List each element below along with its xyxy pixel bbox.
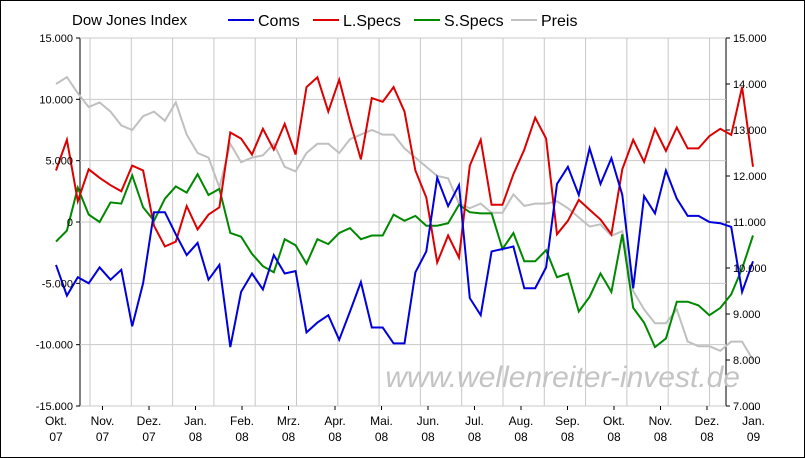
x-tick-label-month: Mai. [370, 414, 393, 428]
x-tick-label-month: Feb. [230, 414, 254, 428]
left-axis: 15.000 10.000 5.000 0 -5.000 -10.000 -15.000 [36, 33, 80, 413]
legend-label: Preis [541, 13, 577, 30]
y-right-tick-label: 13.000 [733, 125, 767, 137]
legend-label: L.Specs [343, 13, 401, 30]
y-right-tick-label: 9.000 [733, 309, 761, 321]
y-left-tick-label: -5.000 [42, 278, 73, 290]
y-left-tick-label: -10.000 [36, 340, 73, 352]
y-left-tick-label: 5.000 [45, 156, 73, 168]
x-tick-label-month: Mrz. [277, 414, 300, 428]
y-right-tick-label: 12.000 [733, 171, 767, 183]
x-tick-label-year: 08 [421, 430, 435, 444]
x-tick-label-year: 08 [607, 430, 621, 444]
x-tick-label-month: Jan. [184, 414, 207, 428]
y-right-tick-label: 10.000 [733, 263, 767, 275]
y-left-tick-label: 10.000 [39, 94, 73, 106]
x-tick-label-year: 08 [468, 430, 482, 444]
series-line-s-specs [55, 172, 754, 349]
y-left-tick-label: 0 [67, 217, 73, 229]
watermark-layer: www.wellenreiter-invest.de [385, 361, 740, 394]
x-tick-label-year: 08 [700, 430, 714, 444]
watermark: www.wellenreiter-invest.de [385, 361, 740, 394]
legend-label: S.Specs [444, 13, 504, 30]
x-tick-label-year: 08 [561, 430, 575, 444]
x-axis: Okt. 07 Nov. 07 Dez. 07 Jan. 08 Feb. 08 Mrz. 08 Apr.… [45, 406, 765, 444]
x-tick-label-month: Jan. [742, 414, 765, 428]
x-tick-label-month: Okt. [45, 414, 67, 428]
x-tick-label-month: Apr. [324, 414, 345, 428]
x-tick-label-year: 07 [96, 430, 110, 444]
y-right-tick-label: 7.000 [733, 401, 761, 413]
x-tick-label-month: Jul. [465, 414, 484, 428]
x-tick-label-year: 08 [375, 430, 389, 444]
series-line-preis [55, 75, 754, 361]
series-layer [55, 75, 754, 361]
x-tick-label-year: 08 [328, 430, 342, 444]
x-tick-label-month: Aug. [509, 414, 534, 428]
x-tick-label-month: Sep. [555, 414, 580, 428]
y-right-tick-label: 8.000 [733, 355, 761, 367]
chart-title: Dow Jones Index [72, 12, 188, 29]
legend: Coms L.Specs S.Specs Preis [228, 13, 577, 30]
grid [80, 37, 726, 407]
x-tick-label-year: 08 [235, 430, 249, 444]
x-tick-label-month: Dez. [137, 414, 162, 428]
series-line-coms [55, 144, 754, 348]
y-right-tick-label: 11.000 [733, 217, 766, 229]
x-tick-label-year: 08 [282, 430, 296, 444]
x-tick-label-year: 07 [142, 430, 156, 444]
x-tick-label-month: Nov. [649, 414, 673, 428]
x-tick-label-year: 08 [654, 430, 668, 444]
x-tick-label-year: 08 [514, 430, 528, 444]
y-left-tick-label: 15.000 [39, 33, 73, 45]
series-line-l-specs [55, 75, 754, 267]
x-tick-label-year: 08 [189, 430, 203, 444]
x-tick-label-month: Dez. [695, 414, 720, 428]
y-left-tick-label: -15.000 [36, 401, 73, 413]
legend-label: Coms [258, 13, 300, 30]
y-right-tick-label: 14.000 [733, 79, 767, 91]
right-axis: 15.000 14.000 13.000 12.000 11.000 10.000 9.00… [726, 33, 767, 413]
y-right-tick-label: 15.000 [733, 33, 767, 45]
x-tick-label-year: 09 [747, 430, 761, 444]
x-tick-label-month: Okt. [603, 414, 625, 428]
x-tick-label-month: Jun. [417, 414, 440, 428]
x-tick-label-year: 07 [49, 430, 63, 444]
x-tick-label-month: Nov. [91, 414, 115, 428]
